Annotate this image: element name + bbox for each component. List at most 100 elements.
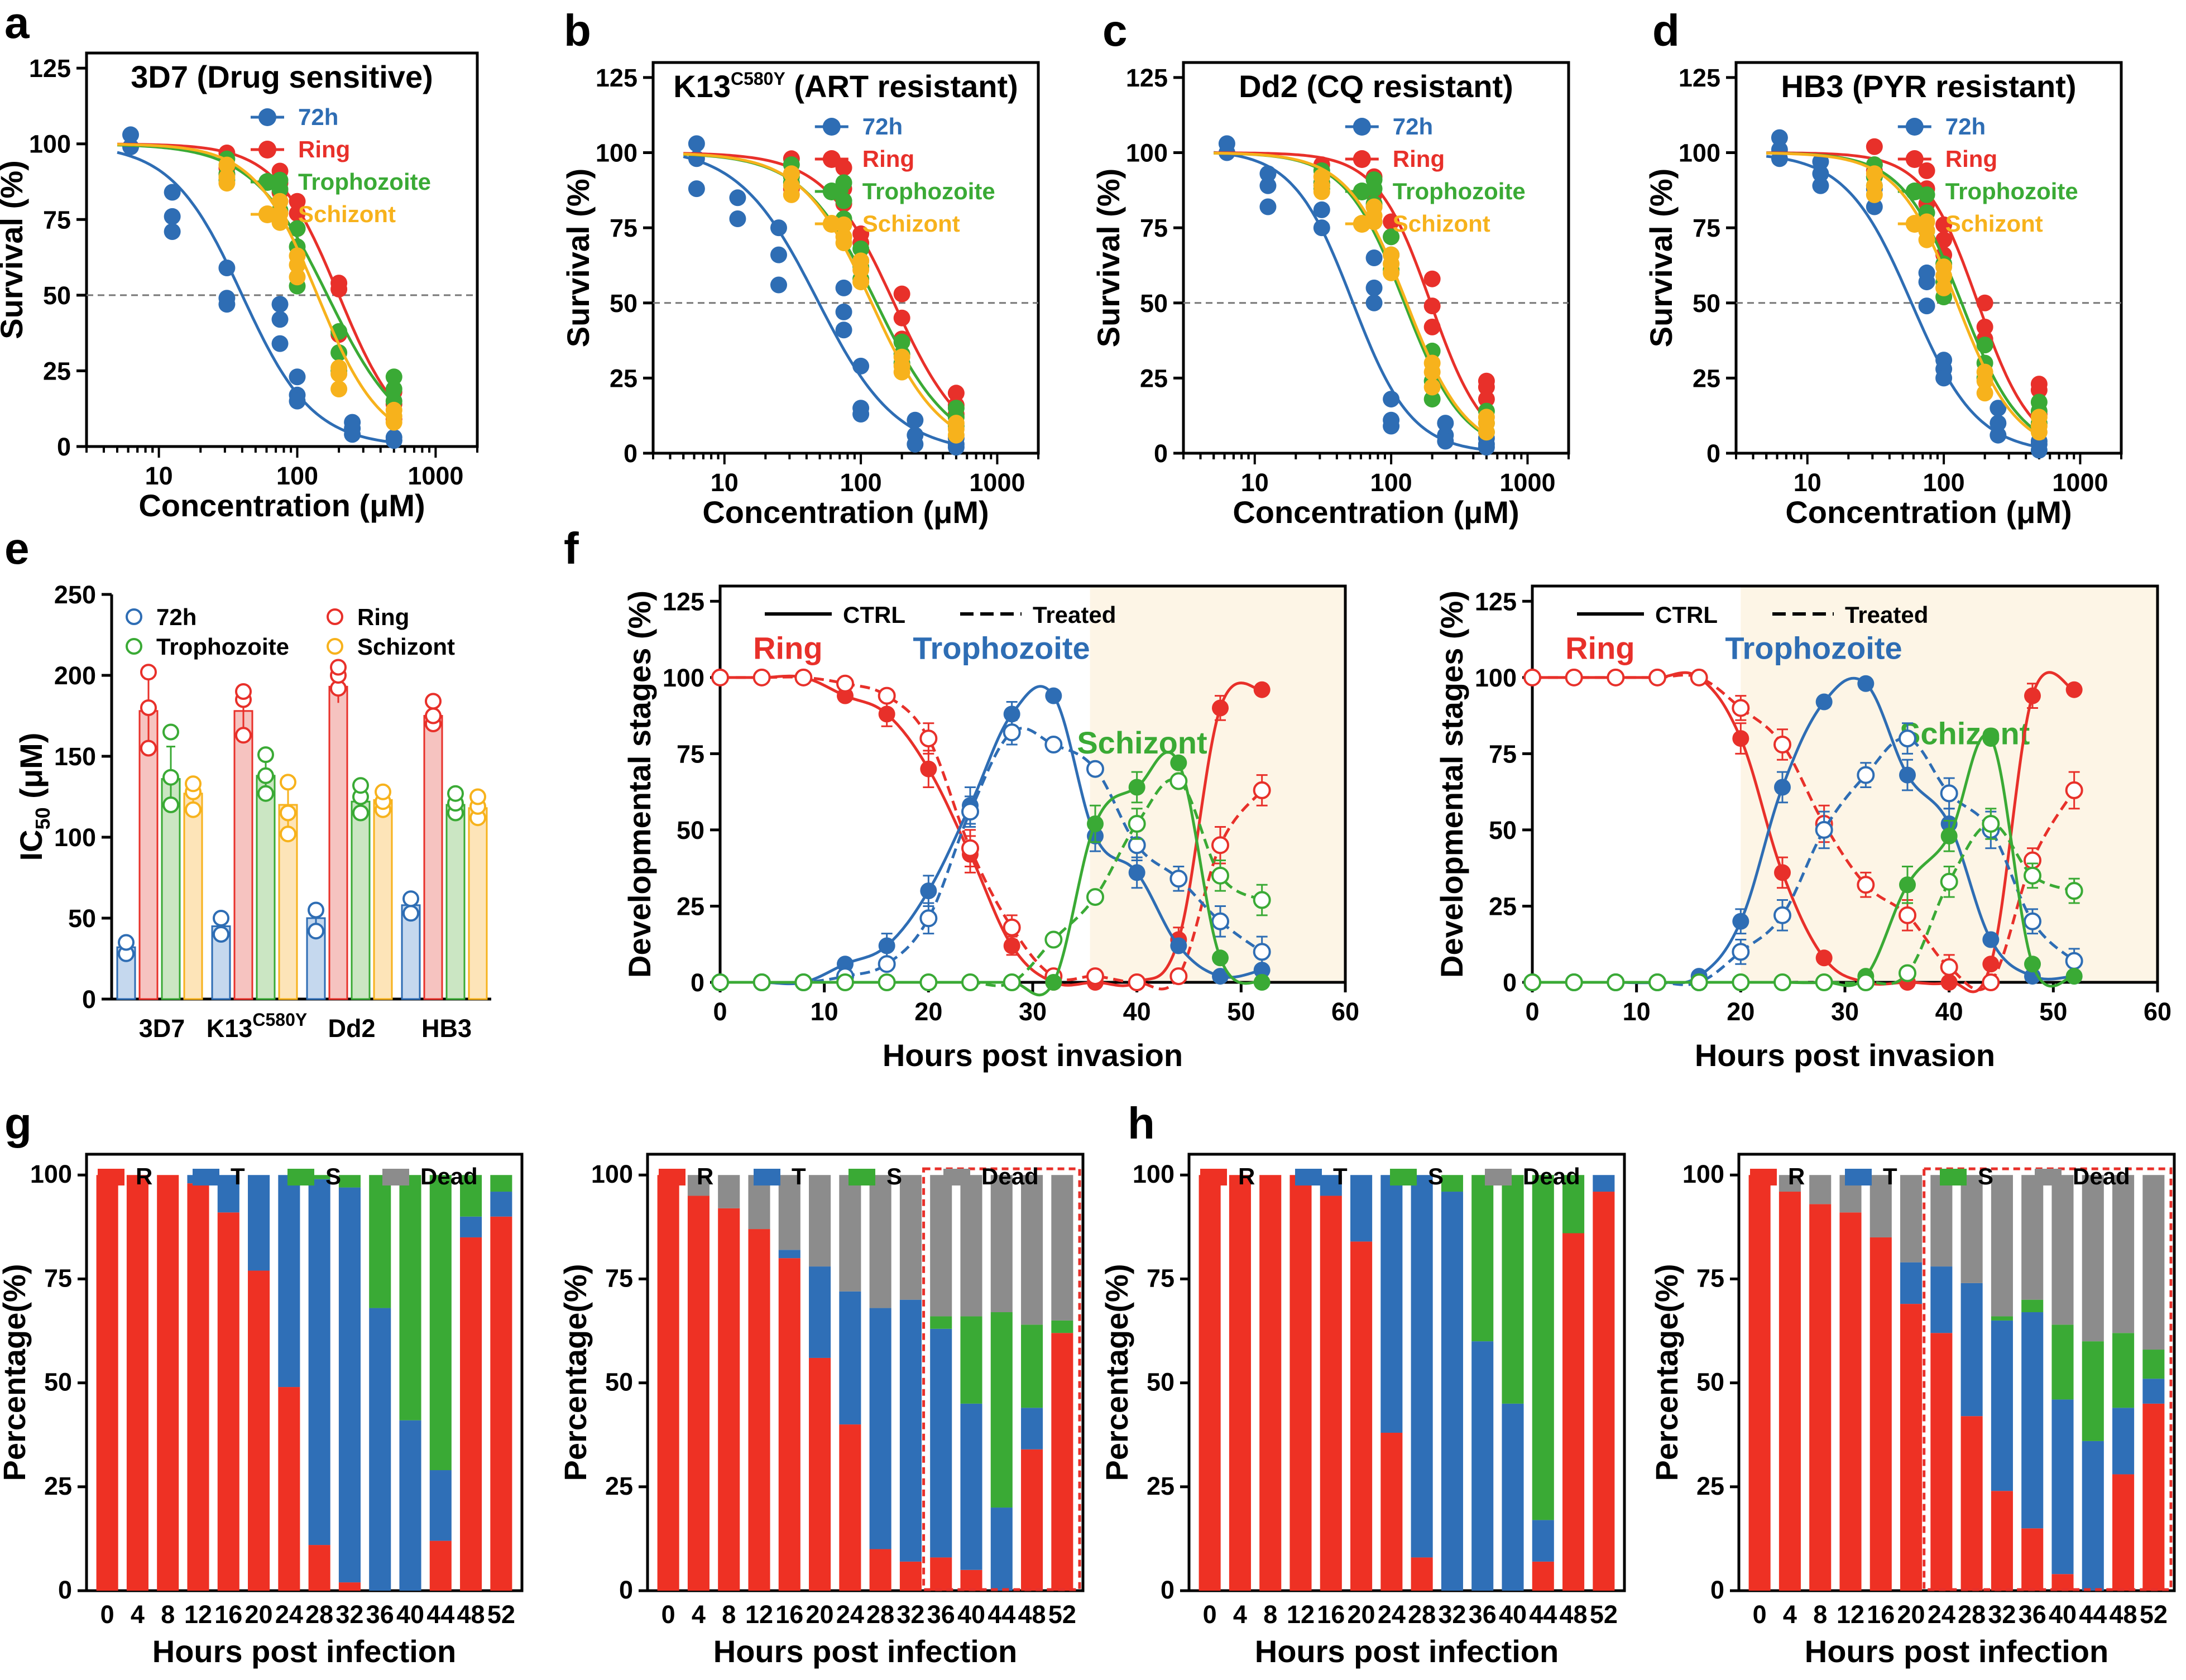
data-point-72h — [852, 406, 870, 423]
data-point-open — [711, 973, 729, 991]
bar-segment-r — [248, 1270, 270, 1591]
legend-marker — [1905, 215, 1924, 233]
data-point-ring — [1918, 162, 1935, 179]
bar-segment-s — [429, 1175, 452, 1471]
data-point-72h — [729, 210, 746, 227]
stage-annotation: Ring — [753, 631, 822, 666]
bar-segment-dead — [718, 1175, 740, 1208]
legend-label: Schizont — [1393, 210, 1490, 237]
legend-label: Ring — [1945, 146, 1997, 172]
legend-marker — [327, 608, 343, 625]
data-point-filled — [1128, 779, 1145, 796]
x-tick-label: 10 — [811, 997, 838, 1026]
data-point-schizont — [1935, 279, 1953, 296]
plot-frame — [1734, 61, 2123, 455]
legend-label-treated: Treated — [1845, 602, 1928, 628]
data-point-filled — [878, 705, 895, 723]
x-tick-label: 100 — [840, 468, 882, 497]
y-tick-label: 25 — [605, 1472, 633, 1500]
data-point-schizont — [1313, 183, 1330, 200]
data-point-filled — [1982, 956, 2000, 973]
replicate-point — [469, 788, 486, 805]
legend-label: Ring — [357, 604, 409, 630]
y-axis-title: Developmental stages (%) — [1434, 591, 1469, 978]
data-point-open — [1565, 668, 1583, 687]
legend-label: T — [792, 1163, 806, 1189]
legend-label: Dead — [1523, 1163, 1580, 1189]
x-tick-label: 52 — [1590, 1600, 1618, 1629]
data-point-filled — [1045, 687, 1062, 704]
data-point-72h — [122, 138, 140, 156]
x-tick-label: 12 — [1837, 1600, 1864, 1629]
data-point-filled — [1003, 937, 1020, 954]
x-tick-label: 10 — [1794, 468, 1821, 497]
data-point-open — [1899, 964, 1916, 982]
data-point-72h — [770, 219, 787, 237]
bar-segment-t — [930, 1328, 952, 1558]
bar-segment-dead — [1809, 1175, 1832, 1204]
x-tick-label: 12 — [745, 1600, 773, 1629]
bar-segment-t — [1441, 1192, 1463, 1591]
data-point-schizont — [783, 165, 800, 183]
legend-swatch — [754, 1169, 780, 1185]
data-point-ring — [289, 193, 306, 210]
legend-label: Ring — [1393, 146, 1445, 172]
y-tick-label: 0 — [58, 1576, 72, 1604]
y-axis-title: Survival (%) — [560, 169, 596, 348]
bar-segment-dead — [1960, 1175, 1983, 1283]
data-point-open — [1128, 815, 1146, 833]
legend-swatch — [1750, 1169, 1777, 1185]
data-point-open — [961, 973, 979, 991]
y-tick-label: 25 — [43, 357, 71, 385]
data-point-open — [1086, 760, 1104, 778]
x-tick-label: 30 — [1831, 997, 1859, 1026]
chart-title: 3D7 (Drug sensitive) — [131, 59, 433, 94]
data-point-trophozoite — [271, 181, 289, 198]
data-point-filled — [1212, 949, 1229, 967]
replicate-point — [162, 723, 179, 741]
stacked-bar-g-left: 0 25 50 75 100 Percentage(%) Hours post infect… — [0, 1153, 524, 1669]
legend-swatch — [1295, 1169, 1322, 1185]
data-point-open — [1940, 872, 1958, 891]
legend-label: 72h — [298, 104, 338, 130]
x-tick-label: 20 — [1727, 997, 1754, 1026]
bar-segment-s — [930, 1316, 952, 1329]
legend-label: Trophozoite — [862, 178, 995, 204]
data-point-open — [1690, 668, 1708, 687]
x-tick-label: 0 — [1525, 997, 1539, 1026]
y-tick-label: 75 — [1693, 214, 1720, 242]
replicate-point — [308, 923, 324, 940]
y-tick-label: 25 — [677, 892, 704, 920]
bar-segment-t — [1991, 1320, 2013, 1491]
bar-segment-t — [1380, 1175, 1403, 1433]
data-point-72h — [344, 426, 361, 443]
x-tick-label: 12 — [184, 1600, 212, 1629]
legend-label: Ring — [298, 136, 350, 162]
bar-schizont — [183, 793, 203, 1000]
bar-segment-dead — [1869, 1175, 1892, 1237]
bar-segment-r — [1199, 1175, 1221, 1591]
bar-segment-s — [338, 1175, 361, 1188]
plot-frame — [85, 1153, 524, 1592]
bar-segment-dead — [2021, 1175, 2044, 1300]
legend-label: T — [1883, 1163, 1897, 1189]
x-axis-title: Concentration (μM) — [138, 488, 425, 523]
data-point-filled — [1940, 974, 1958, 991]
y-tick-label: 125 — [1475, 587, 1517, 616]
bar-segment-dead — [960, 1175, 982, 1317]
data-point-ring — [1866, 138, 1883, 155]
data-point-open — [919, 909, 938, 928]
x-tick-label: 44 — [987, 1600, 1015, 1629]
legend-marker — [1353, 215, 1371, 233]
bar-ring — [423, 715, 443, 1000]
replicate-point — [352, 777, 369, 794]
x-tick-label: 28 — [305, 1600, 333, 1629]
data-point-open — [1732, 699, 1750, 717]
data-point-filled — [837, 956, 854, 973]
x-tick-label: 4 — [1233, 1600, 1247, 1629]
data-point-open — [1857, 766, 1875, 784]
data-point-72h — [1812, 177, 1829, 194]
bar-segment-dead — [2082, 1175, 2104, 1342]
data-point-filled — [2024, 956, 2041, 973]
